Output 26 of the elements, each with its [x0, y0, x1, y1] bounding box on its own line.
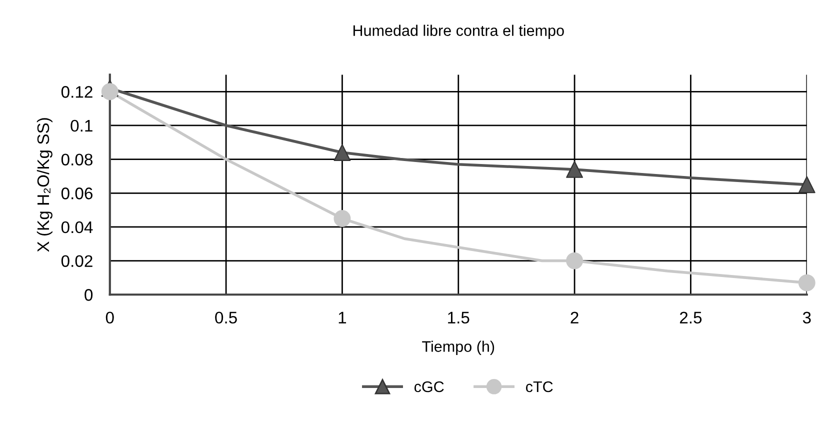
- x-axis-title: Tiempo (h): [422, 340, 494, 355]
- legend-label: cGC: [414, 381, 444, 392]
- y-tick-label: 0.04: [61, 221, 93, 234]
- y-axis-title: X (Kg H₂O/Kg SS): [36, 118, 52, 252]
- x-tick-label: 1.5: [448, 312, 470, 324]
- y-tick-label: 0.02: [61, 255, 92, 267]
- point: [334, 144, 351, 162]
- x-tick-label: 3: [802, 312, 811, 324]
- legend-label: cTC: [526, 381, 553, 392]
- point: [798, 274, 816, 292]
- x-tick-label: 2: [570, 312, 578, 324]
- y-tick-label: 0.12: [61, 86, 92, 98]
- y-tick-label: 0.1: [70, 120, 92, 132]
- point: [566, 252, 584, 270]
- x-tick-label: 0.5: [215, 312, 237, 324]
- x-tick-label: 1: [338, 312, 346, 324]
- y-tick-label: 0.08: [61, 154, 92, 166]
- point: [798, 176, 816, 194]
- point: [566, 160, 584, 178]
- y-tick-label: 0.06: [61, 188, 92, 200]
- y-tick-label: 0: [84, 289, 93, 301]
- point: [101, 83, 118, 100]
- point: [334, 210, 351, 227]
- x-tick-label: 0: [106, 312, 114, 324]
- chart-title: Humedad libre contra el tiempo: [353, 24, 564, 40]
- x-tick-label: 2.5: [680, 312, 702, 324]
